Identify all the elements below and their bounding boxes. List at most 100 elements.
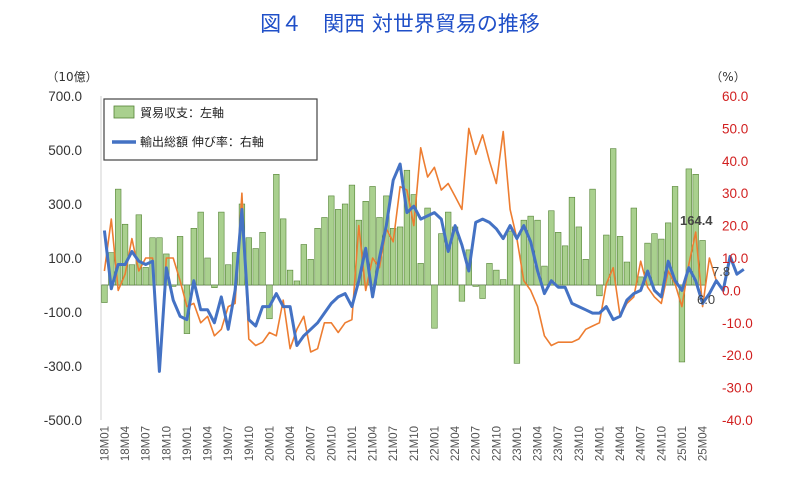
right-tick-label: -20.0 <box>722 348 753 363</box>
x-tick-label: 23M07 <box>553 426 565 461</box>
x-axis-ticks: 18M01 18M04 18M07 18M10 19M01 19M04 19M07 19M10… <box>99 425 709 461</box>
bar <box>307 259 314 286</box>
line-series <box>102 127 745 373</box>
bar <box>321 217 328 286</box>
x-tick-label: 23M10 <box>574 426 586 461</box>
bar <box>513 284 521 364</box>
left-tick-label: 500.0 <box>48 143 82 158</box>
bar <box>286 269 294 286</box>
bar <box>623 261 631 286</box>
bar <box>225 264 232 286</box>
left-axis-unit: （10億） <box>46 70 97 84</box>
bar <box>204 257 211 286</box>
x-tick-label: 24M01 <box>594 426 606 461</box>
annotation-growth-blue: 7.8 <box>712 264 730 279</box>
annotation-balance: 164.4 <box>680 213 713 228</box>
bar <box>493 269 500 286</box>
bar <box>671 186 679 286</box>
right-tick-label: -40.0 <box>722 413 753 428</box>
bar <box>135 214 142 286</box>
x-tick-label: 18M01 <box>99 426 111 461</box>
bar <box>438 233 445 286</box>
bar <box>575 226 582 286</box>
bar <box>211 284 218 288</box>
x-tick-label: 19M01 <box>182 426 194 461</box>
right-tick-label: 0.0 <box>722 283 741 298</box>
bar <box>665 222 672 286</box>
bar <box>500 279 507 286</box>
bar <box>520 219 527 286</box>
bar <box>273 174 280 286</box>
bar <box>314 228 321 286</box>
bar <box>685 168 692 286</box>
bar <box>280 218 287 286</box>
bar <box>555 232 562 286</box>
annotation-growth-orange: 6.0 <box>697 292 715 307</box>
bar <box>692 174 699 286</box>
bar <box>541 265 548 286</box>
bar <box>341 203 349 286</box>
right-axis-ticks: 60.0 50.0 40.0 30.0 20.0 10.0 0.0 -10.0 -20.0 -30… <box>722 89 753 428</box>
x-tick-label: 22M07 <box>471 426 483 461</box>
bar <box>293 280 301 286</box>
x-tick-label: 21M04 <box>368 425 380 461</box>
x-tick-label: 19M04 <box>203 425 215 461</box>
bar <box>101 284 108 303</box>
export-growth-line <box>102 162 745 373</box>
chart-title: 図４ 関西 対世界貿易の推移 <box>260 12 540 36</box>
x-tick-label: 24M10 <box>656 426 668 461</box>
x-tick-label: 21M01 <box>347 426 359 461</box>
x-tick-label: 19M10 <box>244 426 256 461</box>
x-tick-label: 18M10 <box>161 426 173 461</box>
bar <box>369 186 376 286</box>
x-tick-label: 18M07 <box>141 426 153 461</box>
x-tick-label: 23M01 <box>512 426 524 461</box>
legend-box <box>103 98 318 161</box>
bar <box>328 195 335 286</box>
x-tick-label: 22M10 <box>491 426 503 461</box>
bar <box>142 267 149 286</box>
bar <box>410 194 417 286</box>
bar <box>548 210 555 286</box>
x-tick-label: 25M01 <box>677 426 689 461</box>
x-tick-label: 24M07 <box>636 426 648 461</box>
legend-bar-swatch <box>113 105 135 119</box>
legend: 貿易収支：左軸 輸出総額 伸び率：右軸 <box>103 98 318 161</box>
bar <box>596 284 603 297</box>
right-tick-label: 60.0 <box>722 89 748 104</box>
bar <box>259 232 266 286</box>
bar <box>348 184 356 286</box>
left-axis-ticks: 700.0 500.0 300.0 100.0 -100.0 -300.0 -500.0 <box>44 89 82 428</box>
bar <box>678 284 686 363</box>
bar <box>582 259 589 286</box>
bar <box>610 148 617 286</box>
x-tick-label: 22M04 <box>450 425 462 461</box>
right-tick-label: 50.0 <box>722 121 748 136</box>
x-tick-label: 21M07 <box>388 426 400 461</box>
bar <box>396 226 404 286</box>
bar <box>190 228 197 286</box>
x-tick-label: 20M07 <box>306 426 318 461</box>
x-tick-label: 21M10 <box>409 426 421 461</box>
bar <box>458 284 466 302</box>
x-tick-label: 20M04 <box>285 425 297 461</box>
bar <box>300 244 307 286</box>
bar <box>403 169 411 286</box>
right-tick-label: -30.0 <box>722 381 753 396</box>
left-tick-label: 100.0 <box>48 251 82 266</box>
bar <box>176 236 184 286</box>
right-tick-label: -10.0 <box>722 316 753 331</box>
right-tick-label: 10.0 <box>722 251 748 266</box>
legend-line-label: 輸出総額 伸び率：右軸 <box>140 134 264 149</box>
bar <box>252 248 259 286</box>
bar <box>417 263 424 286</box>
bar <box>616 236 624 286</box>
bar <box>506 230 514 286</box>
bar <box>651 233 658 286</box>
bar <box>156 237 163 286</box>
right-axis-unit: （%） <box>710 70 745 84</box>
bar <box>479 284 486 299</box>
bar <box>390 228 397 286</box>
left-tick-label: -300.0 <box>44 359 82 374</box>
bar <box>589 188 596 286</box>
